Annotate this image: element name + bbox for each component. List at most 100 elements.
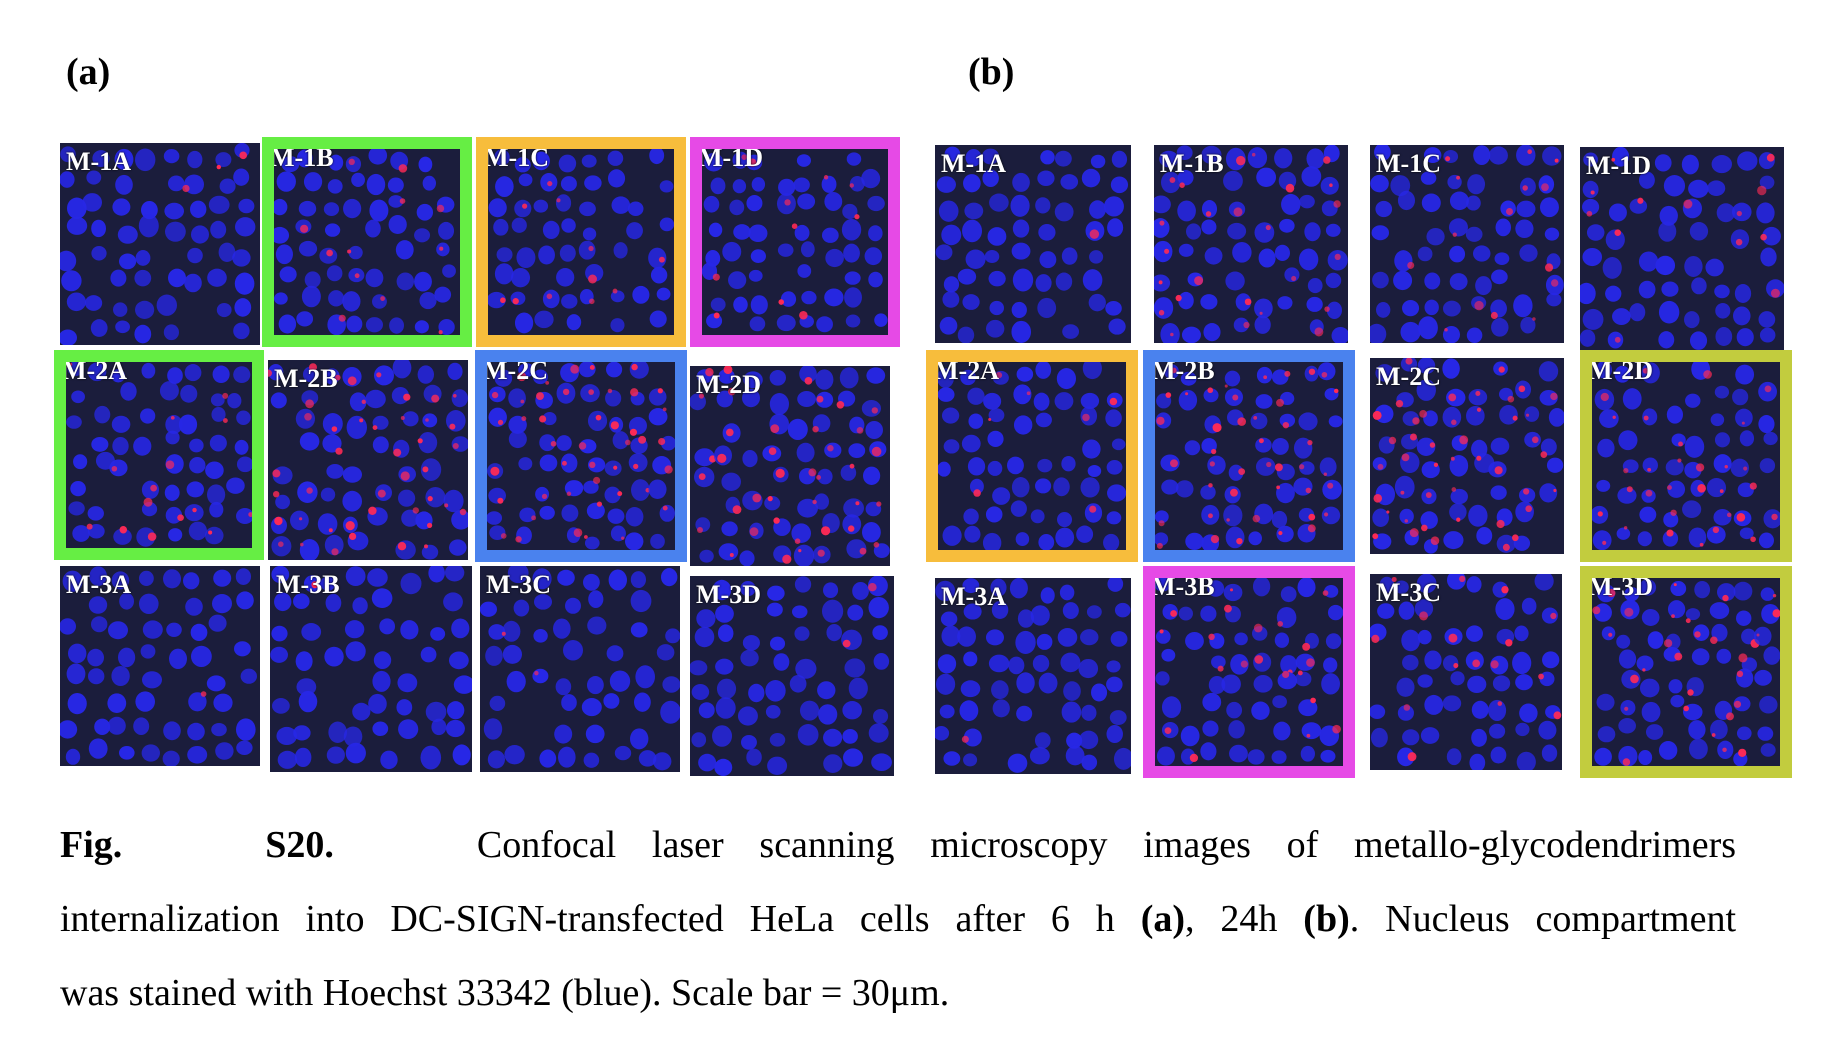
micrograph-tile: M-2A (926, 350, 1138, 562)
microscopy-cells (690, 366, 890, 566)
micrograph-image (268, 360, 468, 560)
micrograph-label: M-3D (696, 580, 761, 609)
micrograph-tile: M-3A (935, 578, 1131, 774)
micrograph-tile: M-2B (1143, 350, 1355, 562)
micrograph-image (702, 149, 888, 335)
micrograph-image (938, 362, 1126, 550)
micrograph-label: M-3B (276, 570, 340, 599)
microscopy-cells (1370, 358, 1564, 554)
micrograph-image (270, 566, 472, 772)
micrograph-label: M-2A (934, 356, 999, 385)
micrograph-image (480, 566, 680, 772)
caption-ref-a: (a) (1140, 898, 1186, 940)
microscopy-cells (66, 362, 252, 548)
micrograph-label: M-1D (1586, 151, 1651, 180)
micrograph-label: M-1A (66, 147, 131, 176)
micrograph-image (1155, 578, 1343, 766)
micrograph-tile: M-1C (1370, 145, 1564, 343)
panel-b-label: (b) (968, 51, 1015, 93)
micrograph-tile: M-2C (475, 350, 687, 562)
micrograph-tile: M-2B (268, 360, 468, 560)
micrograph-tile: M-1B (1154, 145, 1348, 343)
micrograph-tile: M-3A (60, 566, 260, 766)
micrograph-tile: M-3C (1370, 574, 1562, 770)
microscopy-cells (938, 362, 1126, 550)
micrograph-tile: M-3D (1580, 566, 1792, 778)
micrograph-label: M-1C (484, 143, 549, 172)
microscopy-cells (268, 360, 468, 560)
caption-ref-b: (b) (1303, 898, 1350, 940)
micrograph-label: M-3C (1376, 578, 1441, 607)
micrograph-label: M-3B (1151, 572, 1215, 601)
micrograph-label: M-2D (696, 370, 761, 399)
micrograph-label: M-3A (66, 570, 131, 599)
micrograph-label: M-2B (274, 364, 338, 393)
caption-fig-label: Fig. (60, 824, 123, 866)
microscopy-cells (60, 143, 260, 345)
caption-line2-mid: , 24h (1185, 898, 1278, 940)
micrograph-label: M-2C (1376, 362, 1441, 391)
microscopy-cells (1155, 578, 1343, 766)
micrograph-label: M-2D (1588, 356, 1653, 385)
micrograph-tile: M-1A (60, 143, 260, 345)
microscopy-cells (488, 149, 674, 335)
microscopy-cells (1370, 145, 1564, 343)
micrograph-image (1580, 147, 1784, 353)
micrograph-tile: M-2D (690, 366, 890, 566)
micrograph-image (1370, 574, 1562, 770)
micrograph-tile: M-1B (262, 137, 472, 347)
microscopy-cells (480, 566, 680, 772)
micrograph-tile: M-1C (476, 137, 686, 347)
micrograph-image (1155, 362, 1343, 550)
micrograph-label: M-3D (1588, 572, 1653, 601)
micrograph-label: M-1B (1160, 149, 1224, 178)
micrograph-image (935, 578, 1131, 774)
micrograph-label: M-3C (486, 570, 551, 599)
caption-line1-text: Confocal laser scanning microscopy image… (476, 824, 1737, 866)
microscopy-cells (60, 566, 260, 766)
microscopy-cells (1370, 574, 1562, 770)
micrograph-image (488, 149, 674, 335)
microscopy-cells (935, 145, 1131, 343)
microscopy-cells (1592, 362, 1780, 550)
micrograph-tile: M-2C (1370, 358, 1564, 554)
micrograph-image (1154, 145, 1348, 343)
micrograph-tile: M-2D (1580, 350, 1792, 562)
microscopy-cells (1580, 147, 1784, 353)
micrograph-tile: M-1D (690, 137, 900, 347)
caption-line-1: Fig. S20. Confocal laser scanning micros… (60, 808, 1736, 882)
micrograph-label: M-1D (698, 143, 763, 172)
micrograph-image (66, 362, 252, 548)
micrograph-image (690, 366, 890, 566)
micrograph-image (60, 143, 260, 345)
microscopy-cells (1154, 145, 1348, 343)
microscopy-cells (270, 566, 472, 772)
micrograph-tile: M-1A (935, 145, 1131, 343)
microscopy-cells (487, 362, 675, 550)
caption-line2-pre: internalization into DC-SIGN-transfected… (60, 898, 1115, 940)
micrograph-image (487, 362, 675, 550)
micrograph-image (690, 576, 894, 776)
micrograph-tile: M-1D (1580, 147, 1784, 353)
micrograph-label: M-1A (941, 149, 1006, 178)
micrograph-label: M-2B (1151, 356, 1215, 385)
microscopy-cells (1155, 362, 1343, 550)
micrograph-label: M-1C (1376, 149, 1441, 178)
micrograph-label: M-3A (941, 582, 1006, 611)
micrograph-tile: M-3B (1143, 566, 1355, 778)
panel-a-label: (a) (66, 51, 111, 93)
caption-line-3: was stained with Hoechst 33342 (blue). S… (60, 972, 950, 1014)
microscopy-cells (702, 149, 888, 335)
micrograph-image (1592, 362, 1780, 550)
caption-line2-post: . Nucleus compartment (1349, 898, 1737, 940)
caption-fig-number: S20. (265, 824, 334, 866)
micrograph-image (1370, 145, 1564, 343)
figure-caption: Fig. S20. Confocal laser scanning micros… (60, 808, 1736, 1030)
micrograph-image (935, 145, 1131, 343)
micrograph-tile: M-3D (690, 576, 894, 776)
caption-line-2: internalization into DC-SIGN-transfected… (60, 882, 1736, 956)
micrograph-tile: M-2A (54, 350, 264, 560)
micrograph-tile: M-3C (480, 566, 680, 772)
micrograph-tile: M-3B (270, 566, 472, 772)
micrograph-label: M-2C (483, 356, 548, 385)
